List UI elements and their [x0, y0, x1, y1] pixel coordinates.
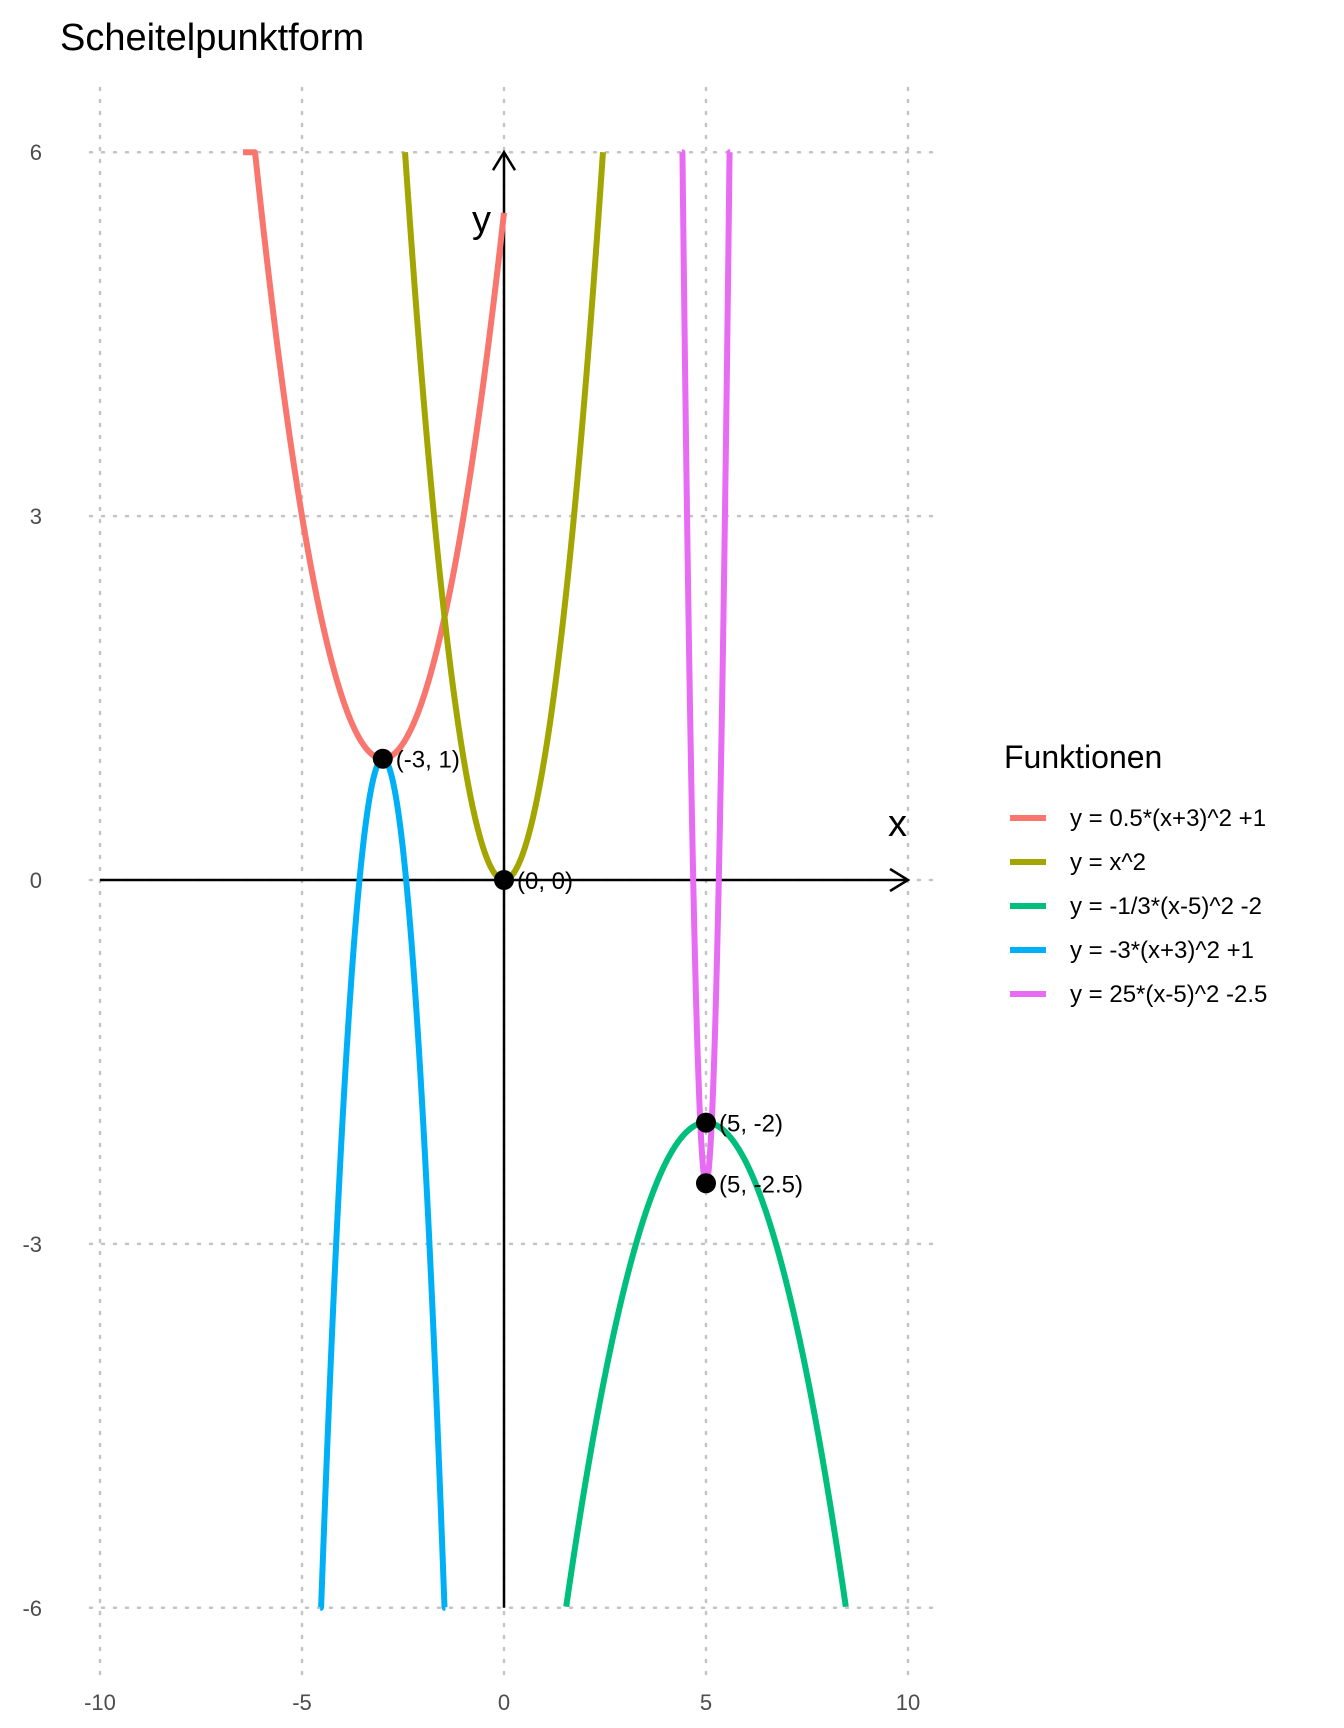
vertex-point-2: [696, 1112, 716, 1133]
y-tick-label-3: 3: [30, 504, 42, 529]
x-tick-label-4: 10: [896, 1690, 920, 1715]
x-axis-name: x: [888, 803, 907, 845]
vertex-label-3: (5, -2.5): [719, 1171, 803, 1198]
y-axis-ticks: -6 -3 0 3 6: [22, 140, 42, 1621]
vertex-point-1: [494, 870, 514, 890]
y-tick-label-4: 6: [30, 140, 42, 165]
y-axis-name: y: [472, 199, 491, 241]
vertex-point-0: [372, 748, 393, 769]
vertex-label-0: (-3, 1): [396, 747, 460, 774]
y-tick-label-2: 0: [30, 868, 42, 893]
y-tick-label-0: -6: [22, 1596, 42, 1621]
vertex-points: (-3, 1) (0, 0) (5, -2) (5, -2.5): [372, 747, 803, 1198]
x-tick-label-1: -5: [292, 1690, 312, 1715]
vertex-point-3: [696, 1173, 716, 1194]
series-line-0: [240, 149, 507, 762]
legend-label-0: y = 0.5*(x+3)^2 +1: [1070, 805, 1266, 832]
series-line-3: [317, 755, 449, 1611]
legend-label-2: y = -1/3*(x-5)^2 -2: [1070, 893, 1262, 920]
x-tick-label-0: -10: [84, 1690, 116, 1715]
x-tick-label-3: 5: [700, 1690, 712, 1715]
grid: [88, 86, 942, 1682]
x-tick-label-2: 0: [498, 1690, 510, 1715]
legend-title: Funktionen: [1004, 739, 1162, 775]
y-axis-arrowhead: [491, 149, 517, 171]
vertex-label-2: (5, -2): [719, 1111, 783, 1138]
legend-label-4: y = 25*(x-5)^2 -2.5: [1070, 981, 1267, 1008]
legend-label-3: y = -3*(x+3)^2 +1: [1070, 937, 1254, 964]
x-axis-arrowhead: [889, 867, 911, 893]
y-tick-label-1: -3: [22, 1232, 42, 1257]
x-axis-ticks: -10 -5 0 5 10: [84, 1690, 920, 1715]
vertex-label-1: (0, 0): [517, 868, 573, 895]
chart-title: Scheitelpunktform: [60, 17, 364, 59]
legend: Funktionen y = 0.5*(x+3)^2 +1 y = x^2 y = …: [1004, 739, 1267, 1008]
legend-label-1: y = x^2: [1070, 849, 1146, 876]
